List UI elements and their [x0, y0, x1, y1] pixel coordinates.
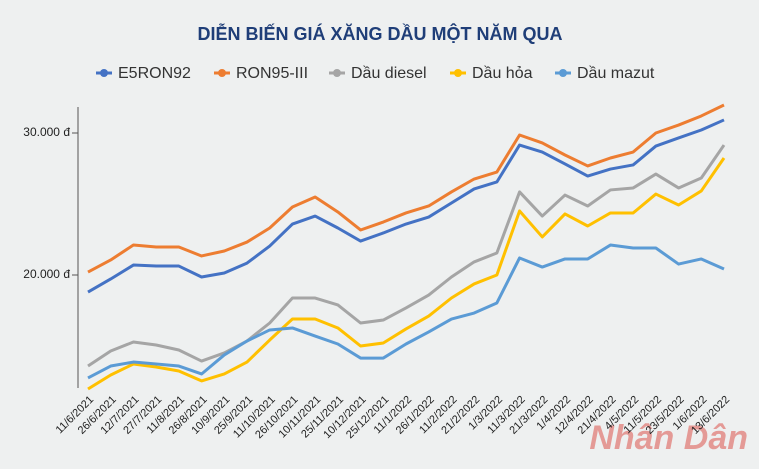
legend-marker: [100, 69, 108, 77]
legend-marker: [454, 69, 462, 77]
legend-label: Dầu mazut: [577, 65, 655, 82]
series-line: [87, 103, 725, 274]
y-tick-label: 20.000 đ: [23, 267, 70, 281]
legend-marker: [333, 69, 341, 77]
legend-label: Dầu diesel: [351, 65, 427, 82]
legend-label: E5RON92: [118, 65, 191, 82]
legend-label: RON95-III: [236, 65, 308, 82]
legend-label: Dầu hỏa: [472, 65, 533, 82]
y-tick-label: 30.000 đ: [23, 125, 70, 139]
series-line: [87, 157, 726, 391]
series-line: [87, 144, 726, 368]
series-line: [87, 243, 725, 380]
series-line: [87, 118, 725, 294]
legend-marker: [218, 69, 226, 77]
watermark: Nhân Dân: [589, 419, 748, 457]
legend-marker: [559, 69, 567, 77]
chart-title: DIỄN BIẾN GIÁ XĂNG DẦU MỘT NĂM QUA: [197, 23, 562, 44]
